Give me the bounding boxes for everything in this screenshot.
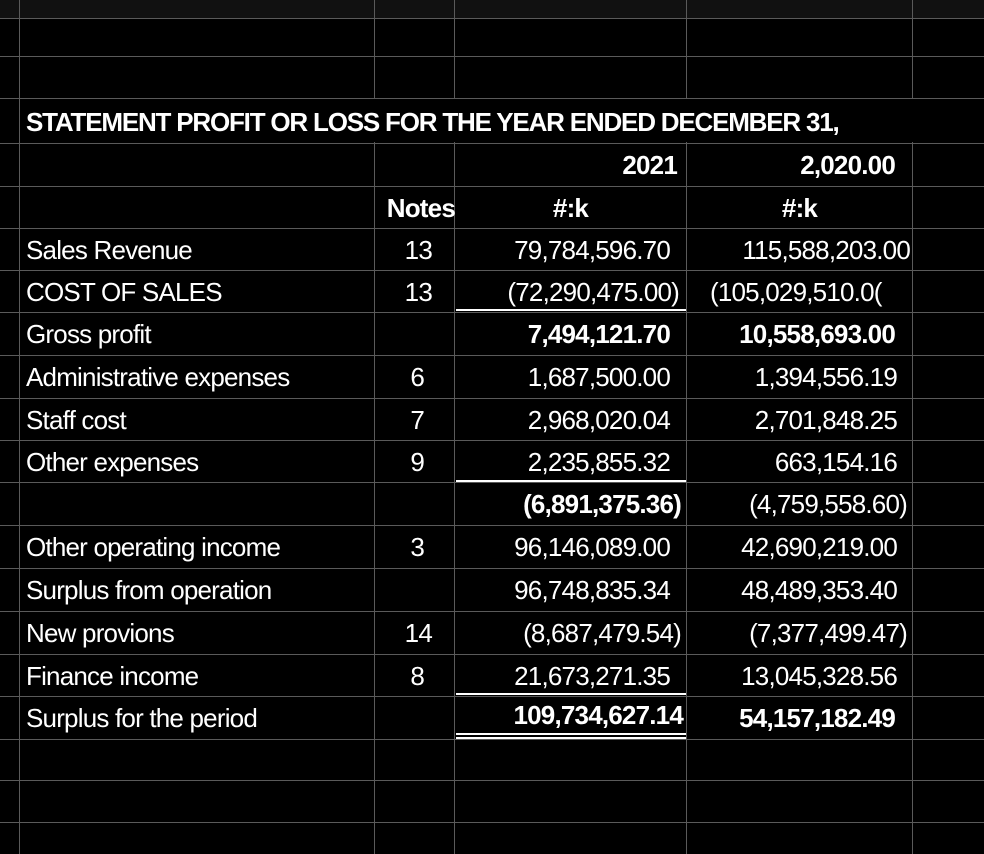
row-prior-cell[interactable]: 13,045,328.56 <box>741 661 898 691</box>
row-note-cell[interactable]: 7 <box>410 405 424 435</box>
row-label-cell[interactable]: Surplus from operation <box>26 575 272 605</box>
subtotal-rule <box>456 480 686 482</box>
year-prior-cell[interactable]: 2,020.00 <box>800 150 896 180</box>
statement-title[interactable]: STATEMENT PROFIT OR LOSS FOR THE YEAR EN… <box>26 107 840 137</box>
row-label-cell[interactable]: Other operating income <box>26 532 281 562</box>
row-label-cell[interactable]: Administrative expenses <box>26 362 290 392</box>
row-current-cell[interactable]: 96,146,089.00 <box>514 532 671 562</box>
year-current-cell[interactable]: 2021 <box>622 150 677 180</box>
row-prior-cell[interactable]: (7,377,499.47) <box>749 618 908 648</box>
row-prior-cell[interactable]: 1,394,556.19 <box>754 362 898 392</box>
row-note-cell[interactable]: 6 <box>410 362 424 392</box>
row-current-cell[interactable]: (6,891,375.36) <box>523 489 682 519</box>
row-note-cell[interactable]: 9 <box>410 447 424 477</box>
column-header-strip[interactable] <box>0 0 984 18</box>
row-label-cell[interactable]: Gross profit <box>26 319 152 349</box>
currency-current-cell[interactable]: #:k <box>552 193 589 223</box>
row-current-cell[interactable]: (72,290,475.00) <box>507 277 679 307</box>
double-rule-bottom <box>456 737 686 739</box>
row-current-cell[interactable]: 2,968,020.04 <box>527 405 671 435</box>
notes-header-cell[interactable]: Notes <box>386 193 456 223</box>
row-note-cell[interactable]: 8 <box>410 661 424 691</box>
row-label-cell[interactable]: New provions <box>26 618 175 648</box>
subtotal-rule <box>456 693 686 695</box>
row-current-cell[interactable]: 79,784,596.70 <box>514 235 671 265</box>
row-current-cell[interactable]: 1,687,500.00 <box>527 362 671 392</box>
double-rule-top <box>456 733 686 735</box>
row-prior-cell[interactable]: 54,157,182.49 <box>739 703 896 733</box>
row-label-cell[interactable]: Other expenses <box>26 447 199 477</box>
row-note-cell[interactable]: 13 <box>404 277 433 307</box>
row-prior-cell[interactable]: 48,489,353.40 <box>741 575 898 605</box>
row-current-cell[interactable]: 96,748,835.34 <box>514 575 671 605</box>
row-note-cell[interactable]: 13 <box>404 235 433 265</box>
row-prior-cell[interactable]: (105,029,510.0( <box>710 277 882 307</box>
row-prior-cell[interactable]: 10,558,693.00 <box>739 319 896 349</box>
row-current-cell[interactable]: 109,734,627.14 <box>513 700 683 730</box>
row-current-cell[interactable]: 7,494,121.70 <box>527 319 671 349</box>
row-label-cell[interactable]: Staff cost <box>26 405 127 435</box>
row-label-cell[interactable]: Surplus for the period <box>26 703 258 733</box>
subtotal-rule <box>456 309 686 311</box>
row-prior-cell[interactable]: (4,759,558.60) <box>749 489 908 519</box>
row-prior-cell[interactable]: 115,588,203.00 <box>742 235 910 265</box>
row-prior-cell[interactable]: 42,690,219.00 <box>741 532 898 562</box>
row-prior-cell[interactable]: 663,154.16 <box>774 447 898 477</box>
row-label-cell[interactable]: Sales Revenue <box>26 235 193 265</box>
row-current-cell[interactable]: 2,235,855.32 <box>527 447 671 477</box>
row-current-cell[interactable]: (8,687,479.54) <box>523 618 682 648</box>
row-note-cell[interactable]: 14 <box>404 618 433 648</box>
row-note-cell[interactable]: 3 <box>410 532 424 562</box>
row-current-cell[interactable]: 21,673,271.35 <box>514 661 671 691</box>
currency-prior-cell[interactable]: #:k <box>781 193 818 223</box>
row-label-cell[interactable]: Finance income <box>26 661 199 691</box>
row-label-cell[interactable]: COST OF SALES <box>26 277 223 307</box>
row-prior-cell[interactable]: 2,701,848.25 <box>754 405 898 435</box>
